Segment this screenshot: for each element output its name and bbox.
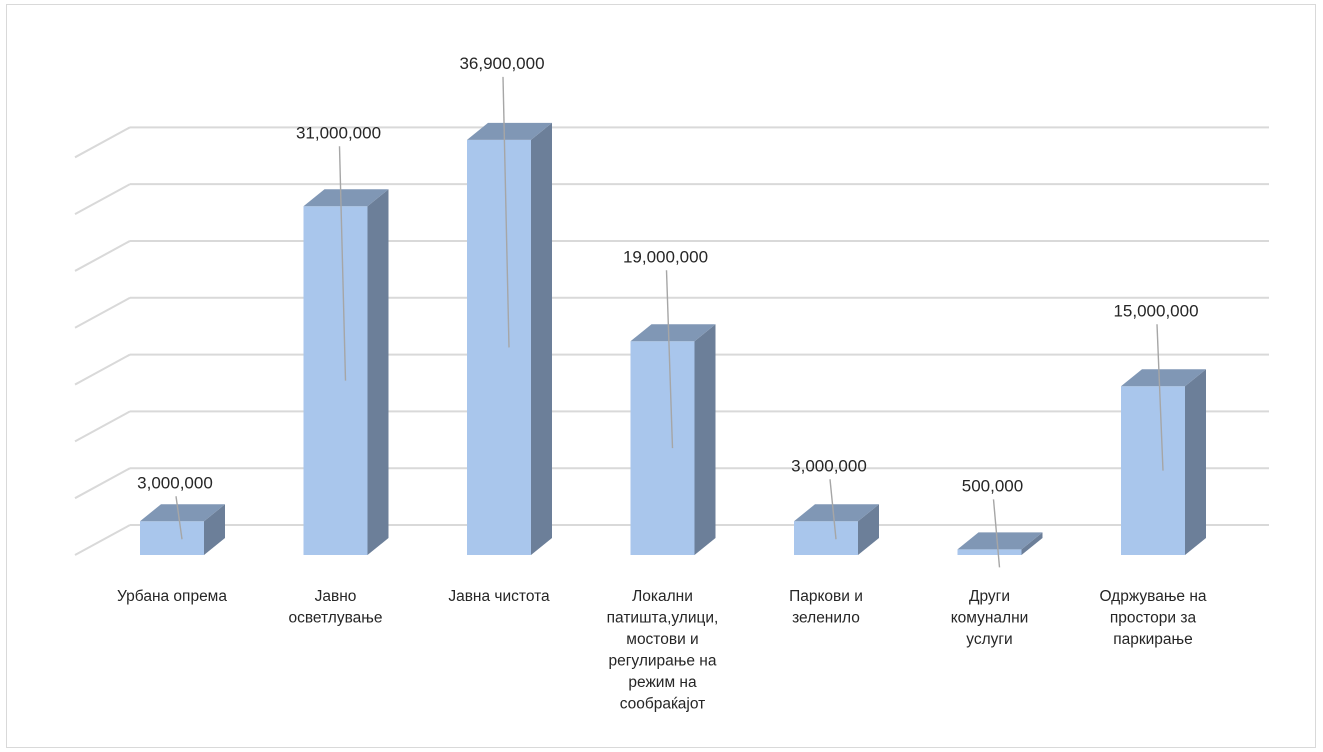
bar-front — [630, 341, 695, 555]
bar-top — [1121, 369, 1206, 387]
leader-line — [338, 146, 347, 381]
bar-front — [140, 521, 204, 555]
data-label: 19,000,000 — [623, 247, 708, 266]
data-label: 31,000,000 — [296, 123, 381, 142]
bar-side — [694, 324, 716, 555]
bar-front — [1121, 386, 1185, 555]
leader-line — [829, 479, 837, 540]
bar-top — [140, 504, 225, 522]
bar-side — [531, 122, 552, 555]
bar-top — [630, 324, 716, 342]
leader-line — [1156, 324, 1164, 471]
bar — [794, 504, 879, 555]
bar-side — [858, 504, 879, 555]
category-label: Јавна чистота — [448, 588, 550, 605]
leader-line — [665, 270, 674, 449]
category-label-line: мостови и — [626, 631, 698, 648]
category-label-line: регулирање на — [609, 653, 717, 670]
data-label: 500,000 — [962, 476, 1023, 495]
bar-top — [957, 532, 1043, 550]
bar — [140, 504, 225, 555]
leader-line — [502, 76, 510, 348]
category-label-line: патишта,улици, — [607, 610, 719, 627]
category-label: Други комунални услуги — [951, 588, 1029, 648]
category-label: Локални патишта,улици, мостови и регулирање… — [607, 588, 719, 713]
leader-line — [992, 499, 1001, 568]
gridline-diagonal — [74, 467, 131, 500]
category-label: Урбана опрема — [117, 588, 227, 605]
bar — [630, 324, 716, 555]
category-label-line: Одржување на — [1099, 588, 1206, 605]
category-label-line: услуги — [966, 631, 1012, 648]
gridline-diagonal — [74, 240, 131, 272]
bar-front — [957, 549, 1022, 555]
category-label-line: Урбана опрема — [117, 588, 227, 605]
category-label-line: Паркови и — [789, 588, 863, 605]
category-axis: Урбана опрема Јавно осветлување Јавна чисто… — [117, 588, 1207, 713]
data-label: 15,000,000 — [1113, 301, 1198, 320]
bar-side — [204, 504, 225, 555]
data-label: 3,000,000 — [791, 456, 867, 475]
bar-side — [1185, 369, 1206, 555]
bar-top — [794, 504, 879, 522]
category-label-line: паркирање — [1113, 631, 1193, 648]
gridline-diagonal — [74, 353, 131, 386]
gridline-diagonal — [74, 410, 131, 443]
data-labels: 3,000,000 31,000,000 36,900,000 19,000,000 3… — [137, 54, 1198, 496]
bar-front — [794, 521, 858, 555]
category-label-line: зеленило — [792, 610, 860, 627]
bar-top — [303, 189, 389, 207]
leader-lines — [175, 76, 1164, 568]
bar — [303, 189, 389, 555]
bar — [1121, 369, 1206, 555]
category-label-line: осветлување — [289, 610, 383, 627]
category-label: Јавно осветлување — [289, 588, 383, 627]
leader-line — [175, 496, 183, 540]
category-label-line: сообраќајот — [620, 696, 706, 713]
bar-front — [467, 139, 531, 555]
category-label-line: режим на — [628, 674, 697, 691]
data-label: 36,900,000 — [459, 54, 544, 73]
gridline-diagonal — [74, 296, 131, 329]
data-label: 3,000,000 — [137, 473, 213, 492]
category-label-line: комунални — [951, 610, 1029, 627]
category-label: Паркови и зеленило — [789, 588, 863, 627]
gridline-diagonal — [74, 126, 131, 159]
category-label-line: Локални — [632, 588, 693, 605]
category-label-line: Други — [969, 588, 1010, 605]
category-label-line: простори за — [1110, 610, 1197, 627]
category-label-line: Јавна чистота — [448, 588, 550, 605]
bar-top — [467, 122, 552, 140]
gridline-diagonal — [74, 183, 131, 216]
bar — [957, 532, 1043, 555]
gridline-diagonal — [74, 524, 131, 556]
category-label: Одржување на простори за паркирање — [1099, 588, 1206, 648]
bar-side — [367, 189, 389, 555]
chart-area: 3,000,000 31,000,000 36,900,000 19,000,000 3… — [6, 4, 1316, 748]
bars — [140, 122, 1206, 555]
bar-chart: 3,000,000 31,000,000 36,900,000 19,000,000 3… — [74, 54, 1269, 713]
category-label-line: Јавно — [315, 588, 357, 605]
bar-side — [1021, 532, 1043, 555]
bar-front — [303, 206, 368, 555]
bar — [467, 122, 552, 555]
